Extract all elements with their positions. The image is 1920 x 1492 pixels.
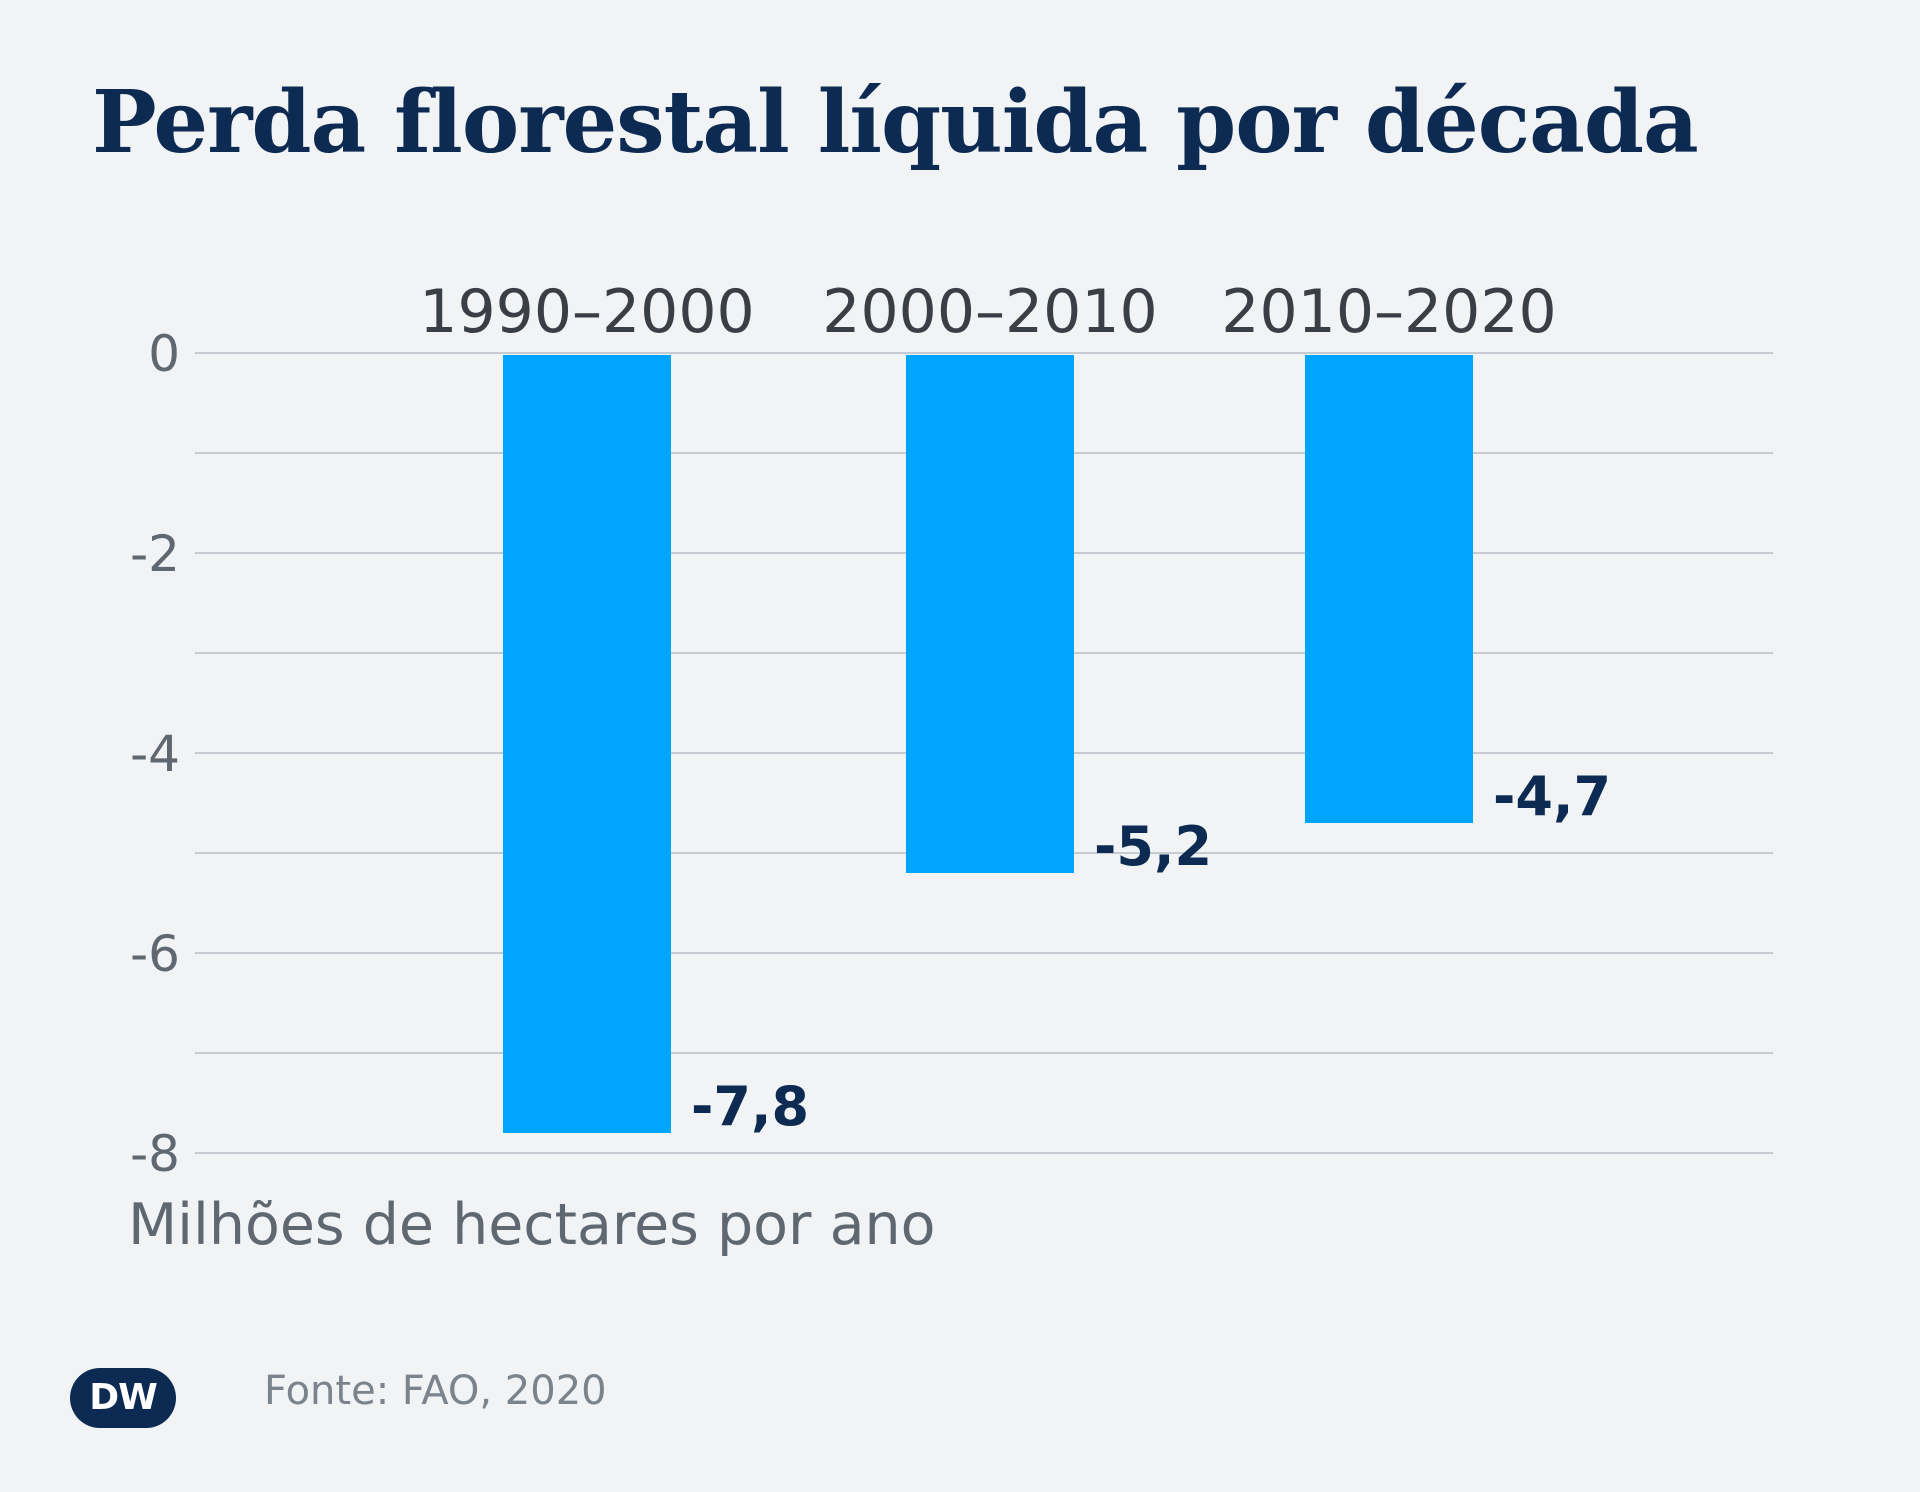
bar	[1305, 355, 1473, 823]
source-note: Fonte: FAO, 2020	[264, 1368, 607, 1414]
bar	[503, 355, 671, 1133]
y-tick-label: -6	[130, 925, 180, 983]
category-label: 2010–2020	[1221, 277, 1556, 347]
y-tick-label: -4	[130, 725, 180, 783]
y-tick-label: -8	[130, 1125, 180, 1183]
bar	[906, 355, 1074, 873]
y-tick-label: -2	[130, 525, 180, 583]
dw-logo: DW	[70, 1368, 176, 1428]
category-label: 2000–2010	[822, 277, 1157, 347]
chart-title: Perda florestal líquida por década	[92, 72, 1699, 173]
category-label: 1990–2000	[419, 277, 754, 347]
data-label: -7,8	[691, 1075, 809, 1138]
data-label: -5,2	[1094, 815, 1212, 878]
y-tick-label: 0	[148, 325, 180, 383]
data-label: -4,7	[1493, 765, 1611, 828]
y-axis-unit-label: Milhões de hectares por ano	[128, 1192, 936, 1258]
